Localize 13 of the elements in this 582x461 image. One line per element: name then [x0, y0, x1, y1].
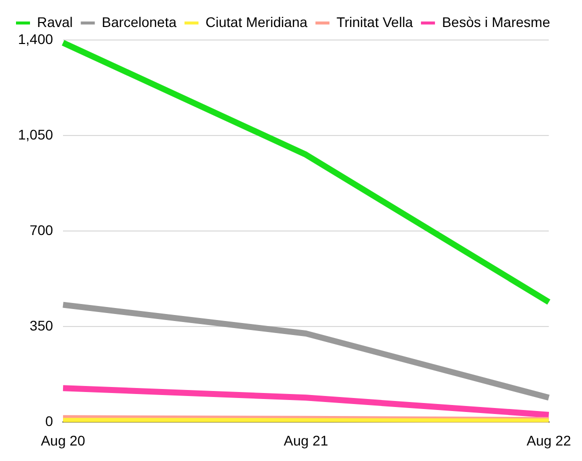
legend-label: Barceloneta: [102, 14, 177, 30]
x-tick-label: Aug 22: [526, 432, 572, 448]
y-tick-label: 0: [45, 413, 54, 430]
y-tick-label: 1,050: [18, 126, 54, 142]
y-tick-label: 1,400: [18, 30, 54, 47]
legend-label: Trinitat Vella: [336, 14, 414, 30]
y-tick-label: 350: [30, 318, 54, 334]
x-tick-label: Aug 21: [284, 432, 328, 448]
y-tick-label: 700: [30, 222, 54, 238]
legend-label: Raval: [37, 14, 73, 30]
legend-label: Besòs i Maresme: [442, 14, 550, 30]
x-tick-label: Aug 20: [40, 432, 86, 448]
legend-label: Ciutat Meridiana: [206, 14, 308, 30]
